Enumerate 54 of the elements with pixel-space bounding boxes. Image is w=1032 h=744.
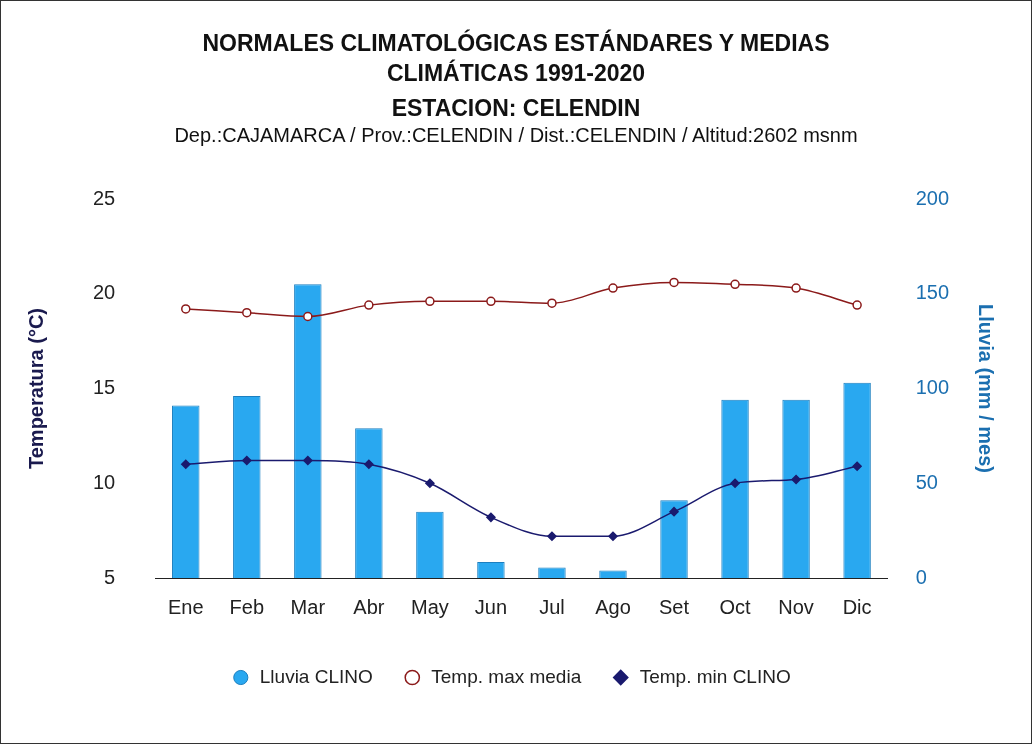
y2-tick-label: 0 (915, 565, 927, 588)
point (730, 279, 740, 289)
point (181, 459, 191, 469)
chart-subtitle: ESTACION: CELENDIN (390, 94, 642, 122)
y2-tick-label: 150 (915, 281, 950, 304)
y-axis-title: Temperatura (°C) (24, 307, 47, 469)
point (608, 531, 618, 541)
point (669, 506, 679, 517)
point (486, 296, 496, 306)
y2-tick-label: 100 (915, 375, 950, 398)
x-tick-label: Dic (842, 595, 872, 618)
point (669, 277, 679, 287)
point (791, 474, 801, 484)
point (303, 311, 313, 322)
legend-label: Lluvia CLINO (259, 665, 373, 687)
legend-label: Temp. max media (431, 665, 582, 687)
x-tick-label: Ago (595, 595, 631, 618)
point (852, 300, 862, 310)
y2-tick-label: 50 (915, 470, 938, 493)
point (242, 455, 252, 466)
y-tick-label: 5 (104, 565, 116, 588)
point (486, 512, 496, 522)
y2-tick-label: 200 (915, 186, 950, 209)
point (791, 283, 801, 293)
legend-label: Temp. min CLINO (639, 665, 791, 687)
point (852, 461, 862, 471)
y-tick-label: 10 (93, 470, 116, 493)
x-tick-label: Set (659, 595, 690, 618)
text: Dep.:CAJAMARCA / Prov.:CELENDIN / Dist.:CELENDIN / Altitud:2602 msnm (173, 123, 859, 147)
x-tick-label: Jun (474, 595, 508, 618)
point (547, 298, 557, 308)
y2-axis-title: Lluvia (mm / mes) (975, 303, 998, 473)
x-tick-label: Feb (229, 595, 265, 618)
point (608, 283, 618, 293)
point (547, 531, 557, 541)
point (181, 303, 191, 314)
x-tick-label: Nov (778, 595, 814, 618)
point (242, 307, 252, 318)
chart-title: NORMALES CLIMATOLÓGICAS ESTÁNDARES Y MEDIAS CLIMÁTICAS 1991-2020 (201, 29, 831, 88)
point (425, 478, 435, 488)
point (364, 459, 374, 469)
x-tick-label: Oct (719, 595, 752, 618)
y-tick-label: 20 (93, 281, 116, 304)
point (364, 300, 374, 310)
point (303, 455, 313, 466)
point (730, 478, 740, 488)
x-tick-label: Mar (290, 595, 326, 618)
x-tick-label: May (410, 595, 449, 618)
y-tick-label: 15 (93, 375, 116, 398)
x-tick-label: Jul (539, 595, 565, 618)
x-tick-label: Abr (353, 595, 385, 618)
point (425, 296, 435, 306)
x-tick-label: Ene (167, 595, 204, 618)
y-tick-label: 25 (93, 186, 116, 209)
